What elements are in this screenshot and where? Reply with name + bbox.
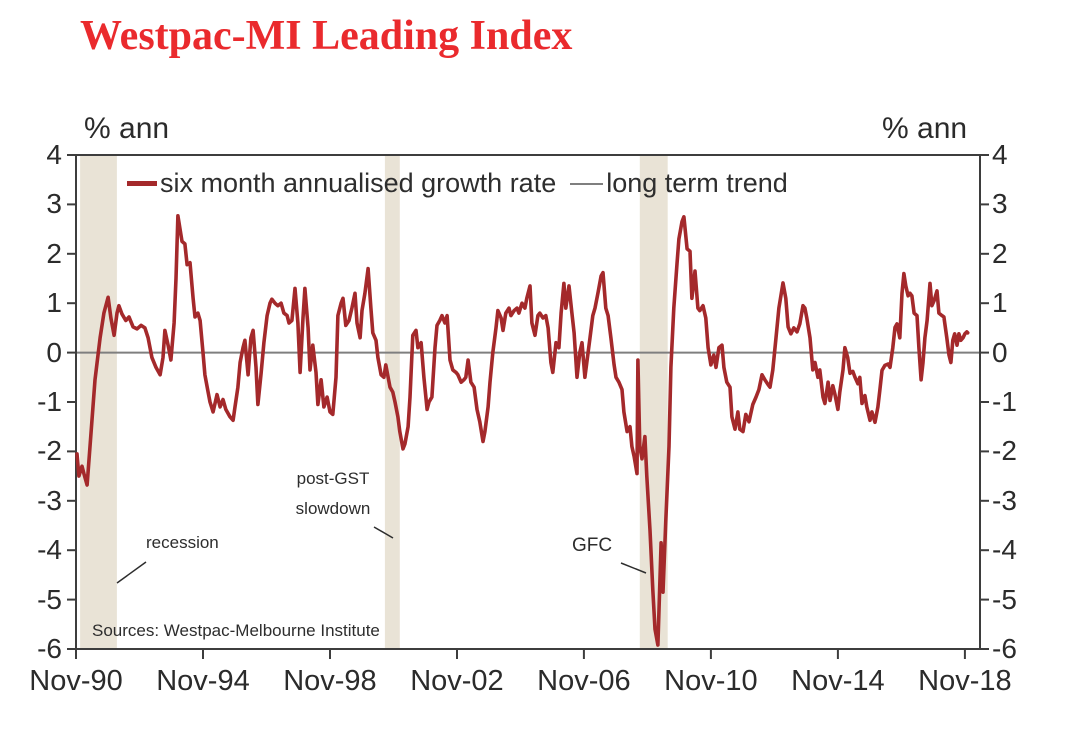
y-tick-label-left: -6 — [37, 633, 62, 664]
y-axis-unit-right: % ann — [882, 112, 968, 145]
recession-leader-line — [116, 561, 147, 584]
y-tick-label-right: 0 — [992, 336, 1008, 368]
gfc-leader-line — [620, 562, 647, 574]
source-note: Sources: Westpac-Melbourne Institute — [92, 621, 380, 640]
y-tick-label-right: -6 — [992, 633, 1017, 664]
y-tick-label-right: -4 — [992, 534, 1017, 566]
post-gst-leader-line — [373, 526, 394, 539]
y-tick-label-right: -5 — [992, 583, 1017, 615]
x-tick-label: Nov-10 — [664, 665, 758, 697]
x-tick-label: Nov-94 — [156, 665, 250, 697]
annotation-post-gst-slowdown: post-GST slowdown — [279, 464, 387, 524]
growth-rate-line — [75, 214, 970, 647]
y-tick-label-right: 3 — [992, 188, 1008, 220]
x-tick-label: Nov-02 — [410, 665, 504, 697]
growth-rate-line-swatch — [127, 181, 157, 186]
y-tick-label-right: -3 — [992, 484, 1017, 516]
y-tick-label-left: 0 — [46, 336, 62, 368]
y-tick-label-left: -2 — [37, 435, 62, 467]
y-tick-label-right: -2 — [992, 435, 1017, 467]
annotation-post-gst-line1: post-GST — [296, 469, 370, 488]
y-tick-label-left: -5 — [37, 583, 62, 615]
y-tick-label-left: -1 — [37, 386, 62, 417]
x-tick-label: Nov-06 — [537, 665, 631, 697]
trend-line-swatch — [570, 182, 604, 185]
recession-band — [80, 155, 117, 649]
legend: six month annualised growth rate long te… — [127, 168, 788, 199]
x-tick-label: Nov-14 — [791, 665, 885, 697]
y-tick-label-right: 4 — [992, 139, 1008, 170]
legend-label-growth-rate: six month annualised growth rate — [160, 168, 557, 198]
y-tick-label-left: 1 — [46, 287, 62, 319]
y-axis-unit-left: % ann — [84, 112, 170, 145]
annotation-recession: recession — [146, 533, 219, 552]
y-tick-label-right: 1 — [992, 287, 1008, 319]
legend-label-trend: long term trend — [606, 168, 788, 198]
y-tick-label-right: -1 — [992, 386, 1017, 417]
annotation-post-gst-line2: slowdown — [295, 499, 371, 518]
chart-title: Westpac-MI Leading Index — [80, 13, 573, 59]
y-tick-label-right: 2 — [992, 237, 1008, 269]
x-tick-label: Nov-90 — [29, 665, 123, 697]
y-tick-label-left: 3 — [46, 188, 62, 220]
recession-band — [384, 155, 400, 649]
annotation-gfc: GFC — [572, 535, 613, 556]
y-tick-label-left: 2 — [46, 237, 62, 269]
x-tick-label: Nov-18 — [918, 665, 1012, 697]
x-tick-label: Nov-98 — [283, 665, 377, 697]
y-tick-label-left: 4 — [46, 139, 62, 170]
y-tick-label-left: -4 — [37, 534, 62, 566]
y-tick-label-left: -3 — [37, 484, 62, 516]
